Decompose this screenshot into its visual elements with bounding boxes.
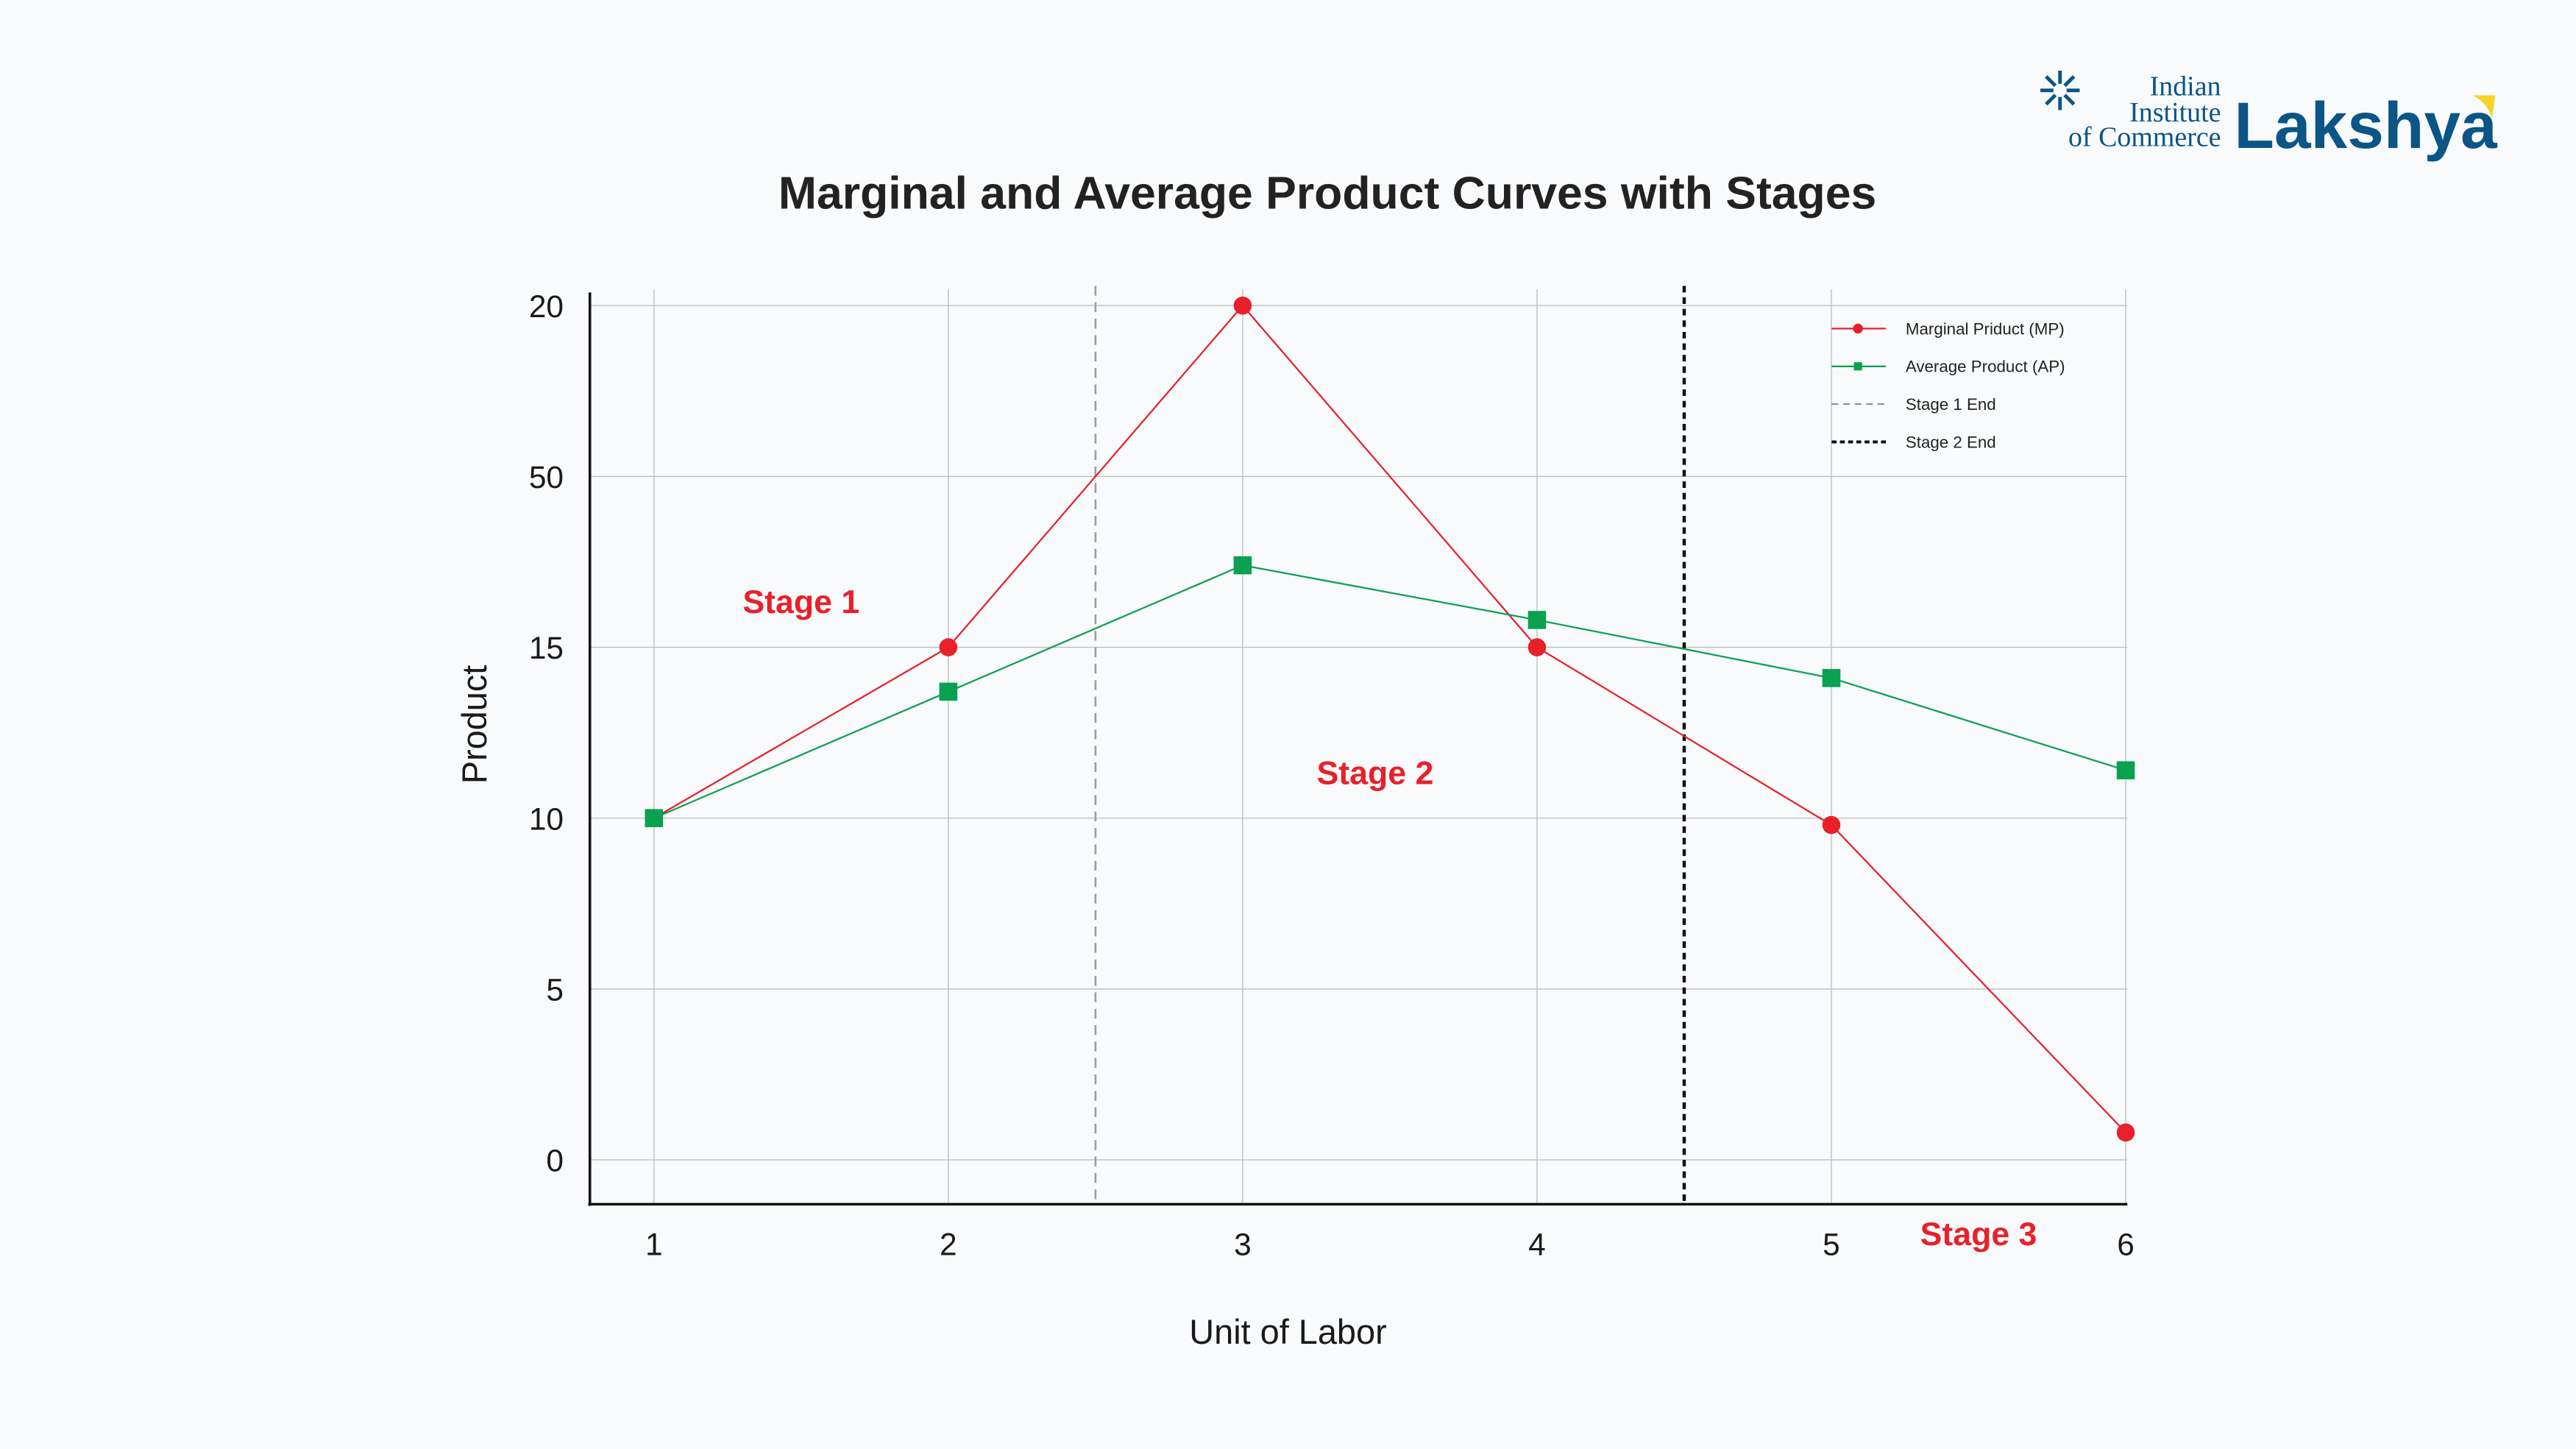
- y-tick-labels: 0 5 10 15 50 20: [529, 289, 564, 1178]
- x-tick-label: 1: [645, 1227, 663, 1262]
- gridlines: [589, 288, 2128, 1205]
- x-tick-label: 5: [1823, 1227, 1840, 1262]
- data-point: [1527, 611, 1547, 629]
- x-tick-label: 6: [2117, 1227, 2135, 1262]
- data-point: [1822, 669, 1841, 687]
- logo-accent-swoosh: [2472, 95, 2496, 118]
- y-tick-label: 10: [529, 801, 564, 836]
- logo: Indian Institute of Commerce Lakshya: [2040, 70, 2498, 162]
- data-point: [1233, 556, 1252, 575]
- data-point: [2116, 761, 2135, 780]
- chart-title: Marginal and Average Product Curves with…: [778, 168, 1876, 219]
- legend-marker: [1853, 362, 1862, 371]
- y-tick-label: 15: [529, 631, 564, 665]
- snowflake-ray: [2045, 75, 2057, 88]
- x-tick-label: 2: [940, 1227, 957, 1262]
- series: [645, 296, 2135, 1142]
- data-point: [939, 682, 958, 701]
- data-point: [939, 638, 958, 656]
- data-point: [645, 809, 664, 828]
- logo-org-line-2: Institute: [2129, 97, 2221, 128]
- legend-label: Stage 1 End: [1906, 395, 1996, 414]
- snowflake-ray: [2063, 93, 2076, 106]
- legend-label: Stage 2 End: [1906, 433, 1996, 451]
- y-tick-label: 5: [546, 973, 564, 1007]
- snowflake-ray: [2045, 93, 2057, 106]
- snowflake-ray: [2063, 75, 2076, 88]
- logo-org-line-1: Indian: [2150, 71, 2221, 102]
- y-tick-label: 20: [529, 289, 564, 324]
- data-point: [1822, 815, 1841, 835]
- logo-org-line-3: of Commerce: [2068, 122, 2221, 153]
- stage-annotation: Stage 2: [1317, 755, 1434, 791]
- series-line: [653, 304, 2126, 1133]
- y-tick-label: 50: [529, 460, 564, 495]
- annotations: Stage 1 Stage 2 Stage 3: [742, 584, 2037, 1253]
- data-point: [2116, 1123, 2135, 1142]
- stage-annotation: Stage 3: [1920, 1216, 2037, 1253]
- x-tick-labels: 1 2 3 4 5 6: [645, 1227, 2135, 1262]
- stage-lines: [1094, 286, 1686, 1205]
- logo-snowflake-icon: [2040, 70, 2080, 110]
- legend-label: Marginal Priduct (MP): [1906, 319, 2065, 338]
- y-tick-label: 0: [546, 1144, 564, 1178]
- data-point: [1527, 638, 1547, 656]
- x-tick-label: 3: [1234, 1227, 1252, 1262]
- y-axis-label: Product: [455, 665, 494, 784]
- legend: Marginal Priduct (MP) Average Product (AP…: [1831, 319, 2065, 451]
- data-point: [1233, 296, 1252, 315]
- legend-marker: [1853, 323, 1863, 334]
- logo-brand: Lakshya: [2234, 88, 2498, 162]
- series-line: [653, 564, 2126, 819]
- x-axis-label: Unit of Labor: [1189, 1313, 1386, 1351]
- x-tick-label: 4: [1528, 1227, 1546, 1262]
- stage-annotation: Stage 1: [742, 584, 859, 620]
- legend-label: Average Product (AP): [1906, 358, 2065, 376]
